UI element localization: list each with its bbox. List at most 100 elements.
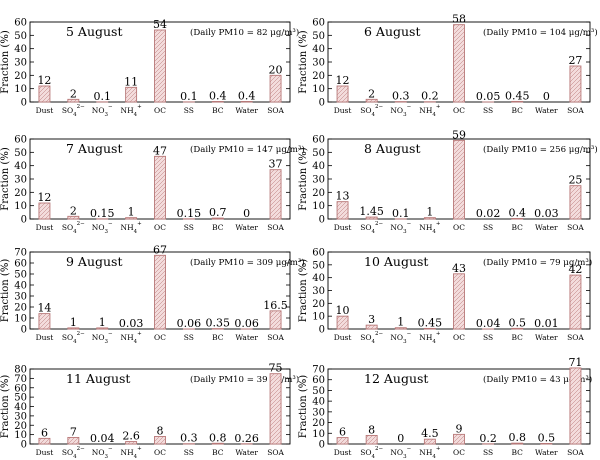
y-tick-label: 30 [14, 175, 27, 186]
category-label: Dust [334, 333, 352, 342]
bar-value-label: 2 [70, 204, 77, 217]
bar-value-label: 1 [426, 206, 433, 219]
bar-value-label: 25 [568, 174, 582, 187]
y-tick-label: 0 [21, 440, 27, 451]
bar [154, 254, 166, 330]
bar-value-label: 0.04 [90, 432, 115, 445]
panel-title: 10 August [364, 254, 428, 269]
y-tick-label: 50 [312, 260, 325, 271]
y-tick-label: 10 [14, 314, 27, 325]
bar-value-label: 0.4 [209, 89, 227, 102]
category-label: SOA [267, 448, 284, 457]
category-label: Dust [334, 223, 352, 232]
panel-annotation: (Daily PM10 = 43 μg/m³) [483, 374, 592, 385]
bar [365, 216, 378, 220]
bar-value-label: 12 [336, 74, 350, 87]
bar-value-label: 1 [397, 316, 404, 329]
category-label: SOA [567, 106, 584, 115]
y-axis-label: Fraction (%) [0, 30, 11, 94]
category-label: Water [535, 106, 558, 115]
bar-value-label: 58 [452, 13, 466, 26]
y-tick-label: 60 [312, 375, 325, 386]
bar-value-label: 6 [339, 426, 346, 439]
category-label: OC [154, 106, 166, 115]
y-tick-label: 60 [312, 135, 325, 146]
bar-value-label: 11 [124, 75, 138, 88]
bar-value-label: 0.03 [534, 207, 559, 220]
bar-value-label: 0.5 [508, 316, 526, 329]
y-tick-label: 40 [312, 273, 325, 284]
y-tick-label: 30 [312, 407, 325, 418]
category-label: BC [512, 448, 524, 457]
category-label: NH4+ [419, 221, 441, 235]
y-tick-label: 50 [14, 148, 27, 159]
y-tick-label: 0 [21, 215, 27, 226]
bar-value-label: 0.4 [508, 206, 526, 219]
bar-value-label: 54 [153, 18, 167, 31]
bar-value-label: 67 [153, 243, 167, 256]
bar-value-label: 10 [336, 304, 350, 317]
y-tick-label: 60 [14, 383, 27, 394]
category-label: OC [453, 106, 465, 115]
y-tick-label: 40 [14, 402, 27, 413]
bar [423, 217, 436, 220]
bar-value-label: 0.06 [177, 317, 202, 330]
panel-annotation: (Daily PM10 = 79 μg/m³) [483, 257, 592, 268]
bar-value-label: 0 [243, 207, 250, 220]
bar [38, 437, 51, 445]
bar [125, 441, 138, 445]
category-label: SO42− [62, 331, 85, 345]
bar-value-label: 2 [368, 87, 375, 100]
category-label: BC [212, 448, 224, 457]
bar [336, 85, 349, 103]
bar-value-label: 2 [70, 87, 77, 100]
bar [38, 313, 51, 330]
bar [423, 438, 436, 445]
bar [569, 65, 582, 103]
y-tick-label: 40 [14, 281, 27, 292]
panel-title: 9 August [66, 254, 123, 269]
bar-value-label: 75 [269, 362, 283, 375]
y-tick-label: 20 [312, 299, 325, 310]
category-label: NH4+ [419, 331, 441, 345]
y-tick-label: 30 [312, 286, 325, 297]
category-label: NO3− [390, 221, 411, 235]
y-tick-label: 10 [312, 429, 325, 440]
category-label: BC [212, 333, 224, 342]
y-tick-label: 60 [14, 18, 27, 29]
bar [511, 100, 524, 103]
bar-value-label: 71 [568, 356, 582, 369]
y-tick-label: 60 [14, 135, 27, 146]
bar-value-label: 7 [70, 425, 77, 438]
category-label: OC [154, 333, 166, 342]
category-label: SS [483, 223, 493, 232]
bar [96, 327, 109, 330]
panel-annotation: (Daily PM10 = 39 μg/m³) [190, 374, 299, 385]
bar-value-label: 1 [70, 316, 77, 329]
bar [154, 29, 166, 103]
bar [511, 218, 524, 220]
bar [336, 201, 349, 220]
category-label: OC [154, 448, 166, 457]
bar-value-label: 1.45 [359, 205, 384, 218]
y-tick-label: 50 [14, 270, 27, 281]
bar-value-label: 0.06 [234, 317, 259, 330]
panel-annotation: (Daily PM10 = 82 μg/m³) [190, 27, 299, 38]
bar-value-label: 37 [269, 158, 283, 171]
y-axis-label: Fraction (%) [0, 259, 11, 323]
bar [453, 139, 465, 220]
y-tick-label: 30 [14, 292, 27, 303]
bar [269, 74, 282, 103]
y-tick-label: 10 [14, 201, 27, 212]
y-tick-label: 50 [312, 386, 325, 397]
bar [336, 315, 349, 330]
bar [511, 442, 524, 445]
y-tick-label: 30 [312, 58, 325, 69]
category-label: OC [453, 333, 465, 342]
category-label: Dust [334, 106, 352, 115]
y-axis-label: Fraction (%) [298, 147, 309, 211]
y-tick-label: 40 [312, 397, 325, 408]
